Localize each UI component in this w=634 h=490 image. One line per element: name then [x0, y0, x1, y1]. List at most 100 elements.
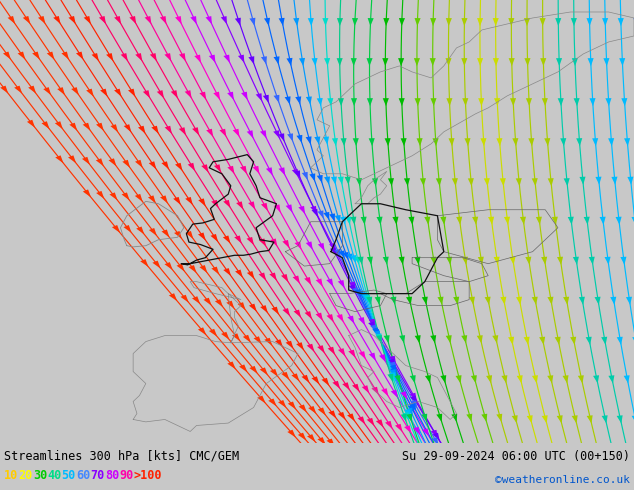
Polygon shape	[28, 86, 36, 94]
Polygon shape	[389, 362, 396, 370]
Polygon shape	[114, 16, 121, 24]
Polygon shape	[338, 412, 346, 420]
Polygon shape	[297, 135, 302, 143]
Polygon shape	[324, 58, 330, 66]
Polygon shape	[425, 375, 431, 383]
Polygon shape	[404, 425, 411, 434]
Polygon shape	[128, 89, 136, 97]
Polygon shape	[236, 201, 243, 210]
Polygon shape	[390, 368, 397, 376]
Polygon shape	[528, 138, 534, 146]
Polygon shape	[466, 414, 472, 422]
Polygon shape	[41, 121, 49, 129]
Polygon shape	[299, 404, 307, 413]
Polygon shape	[287, 430, 296, 438]
Polygon shape	[164, 53, 171, 61]
Polygon shape	[317, 345, 325, 353]
Polygon shape	[436, 414, 443, 422]
Polygon shape	[296, 342, 304, 350]
Polygon shape	[138, 126, 146, 134]
Polygon shape	[204, 298, 212, 306]
Polygon shape	[27, 120, 35, 128]
Polygon shape	[588, 58, 593, 66]
Polygon shape	[399, 98, 404, 106]
Polygon shape	[108, 158, 117, 167]
Polygon shape	[282, 240, 290, 248]
Polygon shape	[209, 55, 216, 63]
Polygon shape	[532, 178, 538, 186]
Polygon shape	[198, 198, 206, 207]
Polygon shape	[120, 53, 128, 61]
Polygon shape	[362, 385, 369, 393]
Polygon shape	[292, 373, 299, 381]
Polygon shape	[285, 97, 290, 104]
Polygon shape	[83, 190, 91, 197]
Polygon shape	[574, 98, 579, 106]
Polygon shape	[347, 414, 355, 421]
Polygon shape	[338, 348, 346, 356]
Polygon shape	[318, 437, 326, 445]
Polygon shape	[420, 178, 426, 186]
Polygon shape	[327, 278, 333, 287]
Polygon shape	[492, 335, 498, 343]
Polygon shape	[389, 372, 396, 380]
Polygon shape	[0, 221, 32, 266]
Polygon shape	[99, 16, 106, 24]
Polygon shape	[292, 169, 299, 177]
Polygon shape	[611, 177, 618, 185]
Polygon shape	[544, 138, 550, 146]
Polygon shape	[47, 51, 55, 60]
Polygon shape	[8, 16, 15, 24]
Polygon shape	[621, 98, 628, 106]
Polygon shape	[446, 98, 453, 106]
Polygon shape	[362, 294, 368, 302]
Polygon shape	[226, 301, 235, 309]
Polygon shape	[477, 18, 483, 26]
Polygon shape	[410, 396, 417, 404]
Polygon shape	[462, 257, 468, 265]
Polygon shape	[374, 331, 380, 339]
Polygon shape	[471, 375, 477, 384]
Polygon shape	[323, 212, 329, 220]
Polygon shape	[469, 296, 475, 305]
Polygon shape	[617, 337, 623, 345]
Polygon shape	[162, 229, 169, 238]
Polygon shape	[348, 350, 356, 358]
Polygon shape	[110, 193, 117, 200]
Polygon shape	[388, 178, 394, 186]
Polygon shape	[436, 178, 442, 186]
Polygon shape	[452, 178, 458, 186]
Polygon shape	[23, 16, 30, 24]
Polygon shape	[376, 335, 382, 343]
Polygon shape	[181, 295, 189, 303]
Polygon shape	[209, 329, 217, 337]
Polygon shape	[410, 400, 417, 408]
Polygon shape	[349, 282, 356, 290]
Polygon shape	[287, 58, 292, 66]
Polygon shape	[332, 381, 340, 389]
Polygon shape	[318, 210, 323, 219]
Polygon shape	[592, 138, 598, 146]
Polygon shape	[517, 375, 522, 384]
Polygon shape	[401, 138, 406, 146]
Polygon shape	[228, 166, 235, 174]
Polygon shape	[379, 354, 386, 363]
Polygon shape	[415, 98, 420, 106]
Polygon shape	[465, 138, 470, 146]
Polygon shape	[395, 424, 403, 432]
Polygon shape	[235, 18, 241, 26]
Polygon shape	[432, 433, 440, 441]
Polygon shape	[140, 259, 148, 267]
Polygon shape	[198, 232, 206, 241]
Polygon shape	[376, 419, 384, 427]
Polygon shape	[570, 337, 576, 345]
Polygon shape	[321, 378, 329, 386]
Polygon shape	[327, 439, 335, 446]
Polygon shape	[351, 58, 357, 66]
Polygon shape	[508, 18, 514, 26]
Polygon shape	[259, 272, 266, 281]
Polygon shape	[309, 173, 315, 182]
Polygon shape	[298, 433, 306, 441]
Polygon shape	[316, 278, 323, 287]
Polygon shape	[382, 58, 389, 66]
